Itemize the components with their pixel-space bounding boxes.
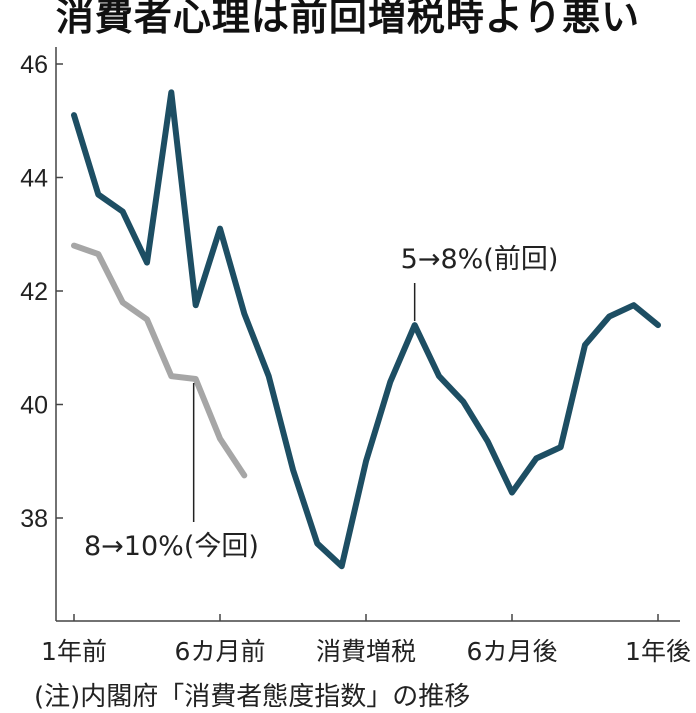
y-tick-label: 38 (20, 505, 48, 533)
x-tick-label: 消費増税 (316, 637, 416, 666)
source-note: (注)内閣府「消費者態度指数」の推移 (34, 682, 471, 712)
series-lines (71, 89, 661, 570)
y-tick-label: 40 (20, 392, 48, 420)
y-tick-label: 44 (20, 165, 48, 193)
series-line (71, 89, 661, 570)
x-tick-label: 6カ月後 (467, 637, 558, 666)
chart-title: 消費者心理は前回増税時より悪い (55, 0, 641, 39)
y-tick-label: 42 (20, 278, 48, 306)
line-chart: 38 40 42 44 46 1年前 6カ月前 消費増税 6カ月後 1年後 5→8%(前回) 8→1… (20, 47, 691, 666)
annotations: 5→8%(前回) 8→10%(今回) (84, 244, 558, 562)
y-tick-label: 46 (20, 51, 48, 79)
x-tick-label: 1年前 (41, 637, 107, 666)
x-tick-label: 6カ月前 (175, 637, 266, 666)
annotation-label-current: 8→10%(今回) (84, 531, 259, 562)
x-tick-label: 1年後 (625, 637, 691, 666)
series-line (71, 242, 248, 479)
axes: 38 40 42 44 46 1年前 6カ月前 消費増税 6カ月後 1年後 (20, 47, 691, 666)
annotation-label-previous: 5→8%(前回) (401, 244, 559, 275)
